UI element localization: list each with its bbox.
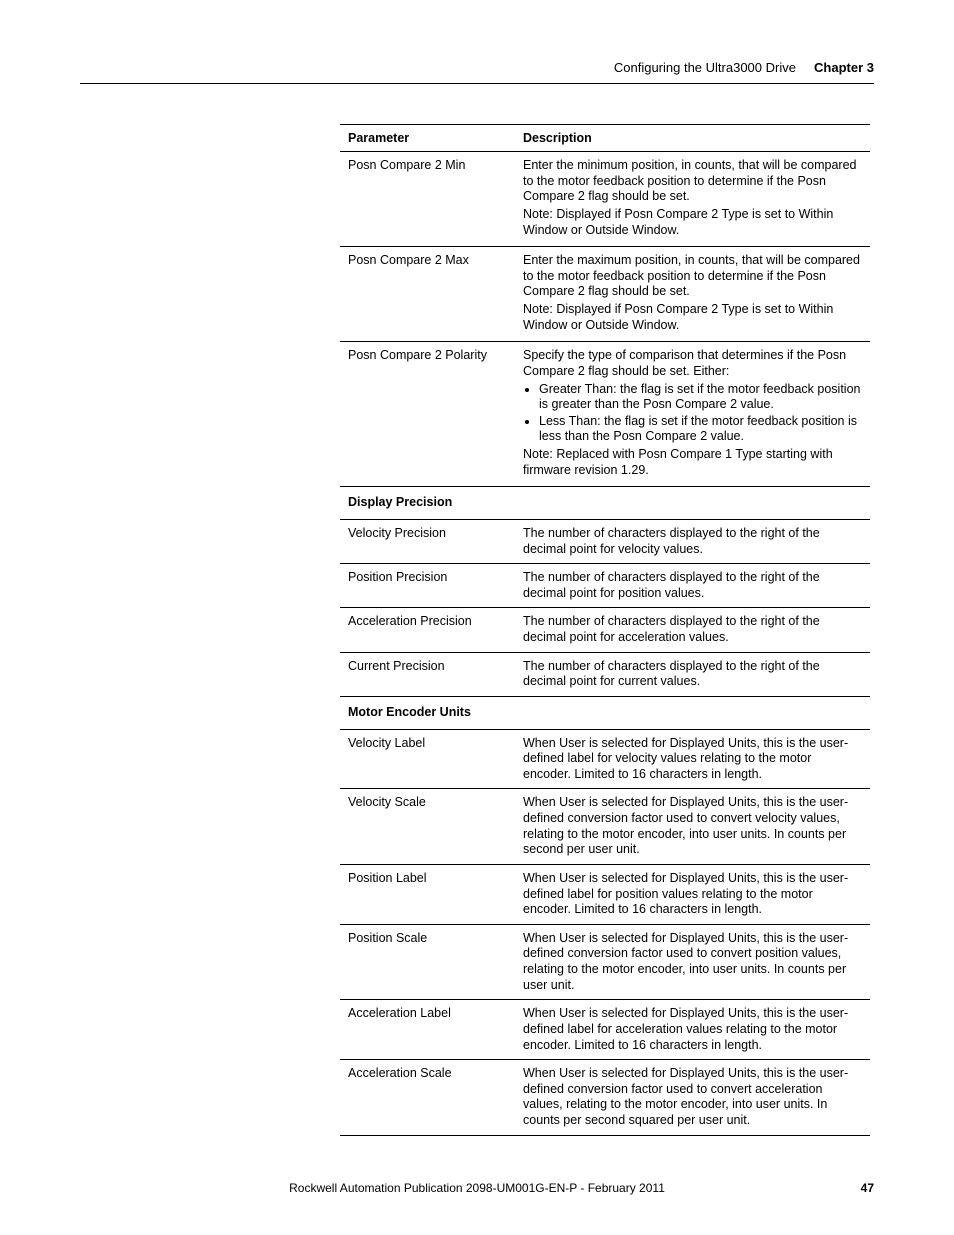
desc-bullets: Greater Than: the flag is set if the mot…: [523, 382, 862, 446]
param-cell: Acceleration Label: [340, 1000, 515, 1060]
param-cell: Position Precision: [340, 564, 515, 608]
param-cell: Velocity Precision: [340, 519, 515, 563]
col-parameter: Parameter: [340, 125, 515, 152]
param-cell: Acceleration Scale: [340, 1060, 515, 1136]
desc-cell: When User is selected for Displayed Unit…: [515, 1000, 870, 1060]
page-footer: Rockwell Automation Publication 2098-UM0…: [80, 1181, 874, 1195]
param-cell: Position Label: [340, 864, 515, 924]
desc-text: Enter the maximum position, in counts, t…: [523, 253, 862, 300]
table-row: Current Precision The number of characte…: [340, 652, 870, 696]
param-cell: Current Precision: [340, 652, 515, 696]
table-header-row: Parameter Description: [340, 125, 870, 152]
param-cell: Posn Compare 2 Min: [340, 152, 515, 247]
desc-cell: When User is selected for Displayed Unit…: [515, 924, 870, 1000]
table-row: Posn Compare 2 Min Enter the minimum pos…: [340, 152, 870, 247]
desc-text: Note: Replaced with Posn Compare 1 Type …: [523, 447, 862, 478]
param-cell: Velocity Scale: [340, 789, 515, 865]
desc-cell: The number of characters displayed to th…: [515, 519, 870, 563]
table-row: Posn Compare 2 Polarity Specify the type…: [340, 342, 870, 487]
desc-cell: The number of characters displayed to th…: [515, 564, 870, 608]
param-cell: Posn Compare 2 Polarity: [340, 342, 515, 487]
section-row: Motor Encoder Units: [340, 696, 870, 729]
desc-cell: When User is selected for Displayed Unit…: [515, 729, 870, 789]
desc-block: Specify the type of comparison that dete…: [523, 348, 862, 478]
parameter-table-wrap: Parameter Description Posn Compare 2 Min…: [340, 124, 870, 1136]
desc-cell: Enter the minimum position, in counts, t…: [515, 152, 870, 247]
table-row: Velocity Scale When User is selected for…: [340, 789, 870, 865]
desc-text: Specify the type of comparison that dete…: [523, 348, 862, 379]
desc-cell: Specify the type of comparison that dete…: [515, 342, 870, 487]
section-heading: Display Precision: [340, 487, 870, 520]
table-row: Posn Compare 2 Max Enter the maximum pos…: [340, 247, 870, 342]
header-rule: [80, 83, 874, 84]
section-heading: Motor Encoder Units: [340, 696, 870, 729]
parameter-table: Parameter Description Posn Compare 2 Min…: [340, 124, 870, 1136]
table-row: Position Precision The number of charact…: [340, 564, 870, 608]
desc-block: Enter the maximum position, in counts, t…: [523, 253, 862, 333]
table-row: Acceleration Label When User is selected…: [340, 1000, 870, 1060]
desc-cell: The number of characters displayed to th…: [515, 652, 870, 696]
page: Configuring the Ultra3000 Drive Chapter …: [0, 0, 954, 1235]
table-row: Position Label When User is selected for…: [340, 864, 870, 924]
param-cell: Acceleration Precision: [340, 608, 515, 652]
table-row: Position Scale When User is selected for…: [340, 924, 870, 1000]
desc-text: Note: Displayed if Posn Compare 2 Type i…: [523, 207, 862, 238]
desc-block: Enter the minimum position, in counts, t…: [523, 158, 862, 238]
param-cell: Position Scale: [340, 924, 515, 1000]
desc-cell: The number of characters displayed to th…: [515, 608, 870, 652]
param-cell: Velocity Label: [340, 729, 515, 789]
page-header: Configuring the Ultra3000 Drive Chapter …: [80, 60, 874, 75]
table-row: Velocity Precision The number of charact…: [340, 519, 870, 563]
desc-cell: Enter the maximum position, in counts, t…: [515, 247, 870, 342]
desc-cell: When User is selected for Displayed Unit…: [515, 789, 870, 865]
table-row: Acceleration Precision The number of cha…: [340, 608, 870, 652]
desc-bullet: Greater Than: the flag is set if the mot…: [539, 382, 862, 413]
desc-text: Note: Displayed if Posn Compare 2 Type i…: [523, 302, 862, 333]
table-row: Acceleration Scale When User is selected…: [340, 1060, 870, 1136]
breadcrumb: Configuring the Ultra3000 Drive: [614, 60, 796, 75]
section-row: Display Precision: [340, 487, 870, 520]
publication-line: Rockwell Automation Publication 2098-UM0…: [80, 1181, 874, 1195]
desc-cell: When User is selected for Displayed Unit…: [515, 864, 870, 924]
desc-bullet: Less Than: the flag is set if the motor …: [539, 414, 862, 445]
desc-text: Enter the minimum position, in counts, t…: [523, 158, 862, 205]
col-description: Description: [515, 125, 870, 152]
chapter-label: Chapter 3: [814, 60, 874, 75]
table-row: Velocity Label When User is selected for…: [340, 729, 870, 789]
param-cell: Posn Compare 2 Max: [340, 247, 515, 342]
page-number: 47: [861, 1181, 874, 1195]
desc-cell: When User is selected for Displayed Unit…: [515, 1060, 870, 1136]
